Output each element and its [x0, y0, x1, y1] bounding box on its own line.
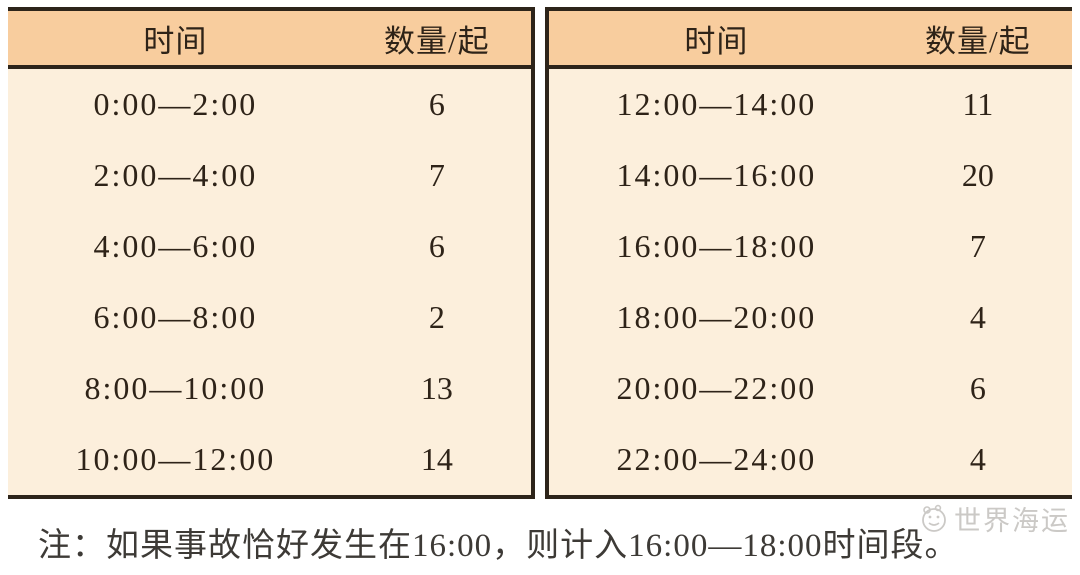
time-range-cell: 6:00—8:00	[93, 299, 258, 335]
table-left-header: 时间 数量/起	[8, 11, 531, 69]
time-range-cell: 4:00—6:00	[93, 228, 258, 264]
table-row: 10:00—12:00 14	[8, 424, 531, 495]
count-cell: 11	[962, 86, 994, 122]
time-range-cell: 10:00—12:00	[75, 441, 276, 477]
table-right-header: 时间 数量/起	[549, 11, 1072, 69]
table-row: 8:00—10:00 13	[8, 353, 531, 424]
count-cell: 7	[969, 228, 986, 264]
count-cell: 14	[420, 441, 453, 477]
table-row: 14:00—16:00 20	[549, 140, 1072, 211]
count-column-header: 数量/起	[925, 23, 1031, 59]
count-cell: 6	[428, 228, 445, 264]
table-row: 6:00—8:00 2	[8, 282, 531, 353]
table-right: 时间 数量/起 12:00—14:00 11 14:00—16:00 20 16…	[545, 7, 1072, 499]
table-row: 20:00—22:00 6	[549, 353, 1072, 424]
table-row: 16:00—18:00 7	[549, 211, 1072, 282]
count-cell: 6	[969, 370, 986, 406]
table-row: 0:00—2:00 6	[8, 69, 531, 140]
time-range-cell: 16:00—18:00	[616, 228, 817, 264]
table-row: 12:00—14:00 11	[549, 69, 1072, 140]
table-left: 时间 数量/起 0:00—2:00 6 2:00—4:00 7 4:00—6:0…	[8, 7, 535, 499]
count-cell: 2	[428, 299, 445, 335]
tables-container: 时间 数量/起 0:00—2:00 6 2:00—4:00 7 4:00—6:0…	[8, 7, 1072, 499]
count-column-header: 数量/起	[384, 23, 490, 59]
watermark-text: 世界海运	[954, 506, 1070, 536]
count-cell: 4	[969, 299, 986, 335]
count-cell: 13	[420, 370, 453, 406]
journal-badge-icon	[922, 504, 946, 532]
time-range-cell: 22:00—24:00	[616, 441, 817, 477]
table-row: 18:00—20:00 4	[549, 282, 1072, 353]
time-range-cell: 0:00—2:00	[93, 86, 258, 122]
count-cell: 7	[428, 157, 445, 193]
count-cell: 4	[969, 441, 986, 477]
count-cell: 6	[428, 86, 445, 122]
time-range-cell: 12:00—14:00	[616, 86, 817, 122]
time-range-cell: 8:00—10:00	[84, 370, 267, 406]
table-footnote: 注：如果事故恰好发生在16:00，则计入16:00—18:00时间段。	[38, 528, 959, 564]
table-row: 2:00—4:00 7	[8, 140, 531, 211]
time-range-cell: 20:00—22:00	[616, 370, 817, 406]
time-range-cell: 18:00—20:00	[616, 299, 817, 335]
table-row: 22:00—24:00 4	[549, 424, 1072, 495]
count-cell: 20	[961, 157, 994, 193]
time-column-header: 时间	[143, 23, 208, 59]
watermark: 世界海运	[919, 499, 1070, 538]
time-range-cell: 14:00—16:00	[616, 157, 817, 193]
table-row: 4:00—6:00 6	[8, 211, 531, 282]
time-column-header: 时间	[684, 23, 749, 59]
time-range-cell: 2:00—4:00	[93, 157, 258, 193]
